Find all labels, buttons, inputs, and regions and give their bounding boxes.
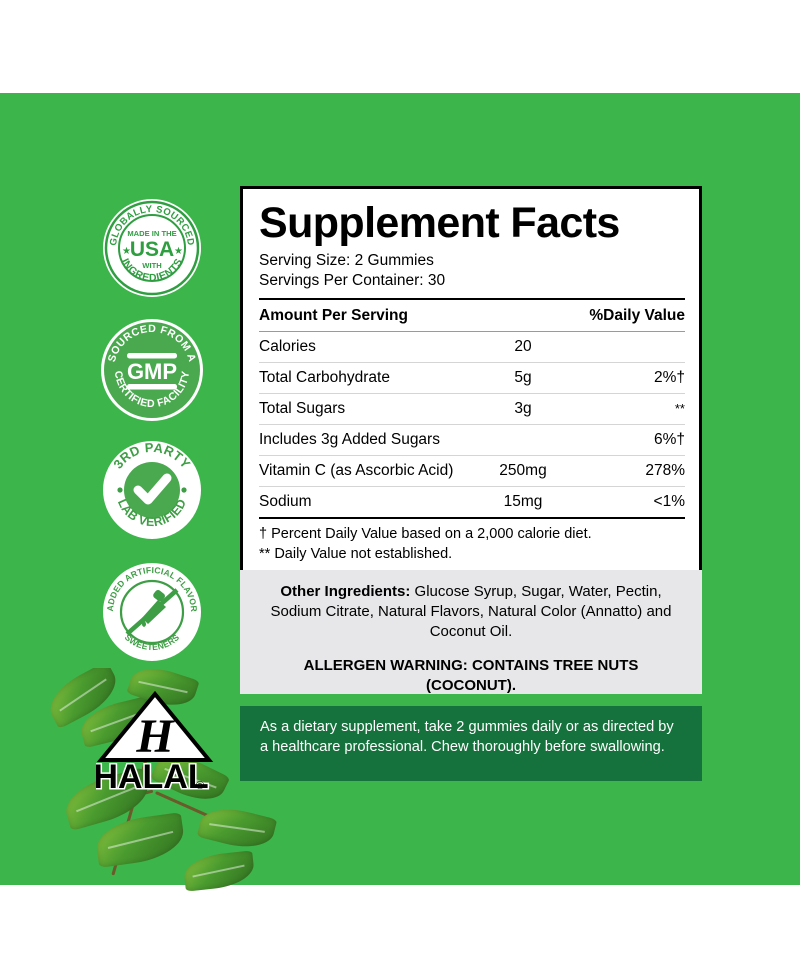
table-row: Total Sugars 3g ** (259, 393, 685, 426)
other-ingredients-text: Other Ingredients: Glucose Syrup, Sugar,… (258, 582, 684, 642)
badge-made-in-usa: GLOBALLY SOURCED INGREDIENTS ★ ★ MADE IN… (100, 196, 204, 300)
row-dv-vitamin-c: 278% (589, 455, 685, 488)
row-label-total-carbohydrate: Total Carbohydrate (259, 362, 457, 395)
table-row: Includes 3g Added Sugars 6%† (259, 424, 685, 457)
badge-halal: H HALAL ® (96, 690, 214, 794)
serving-size: Serving Size: 2 Gummies (259, 251, 434, 269)
badge-gmp-center: GMP (127, 359, 177, 384)
table-row: Vitamin C (as Ascorbic Acid) 250mg 278% (259, 455, 685, 488)
row-amount-sodium: 15mg (503, 493, 543, 511)
row-label-calories: Calories (259, 331, 457, 364)
header-daily-value: %Daily Value (589, 300, 685, 333)
row-label-added-sugars: Includes 3g Added Sugars (259, 424, 457, 457)
halal-h-symbol: H (135, 710, 175, 763)
row-amount-vitamin-c: 250mg (457, 455, 589, 488)
row-amount-total-sugars: 3g (457, 393, 589, 426)
row-dv-sodium: <1% (653, 493, 685, 511)
row-amount-added-sugars (457, 424, 589, 457)
supplement-facts-panel: Supplement Facts Serving Size: 2 Gummies… (240, 186, 702, 578)
directions-panel: As a dietary supplement, take 2 gummies … (240, 706, 702, 781)
row-dv-total-carbohydrate: 2%† (589, 362, 685, 395)
halal-registered-mark: ® (196, 780, 204, 792)
other-ingredients-list: Glucose Syrup, Sugar, Water, Pectin, Sod… (270, 583, 672, 641)
table-row: Calories 20 (259, 331, 685, 364)
row-label-vitamin-c: Vitamin C (as Ascorbic Acid) (259, 455, 457, 488)
badge-usa-line2: USA (130, 238, 174, 261)
footnote-not-established: ** Daily Value not established. (259, 546, 453, 563)
checkmark-icon (133, 473, 172, 505)
badge-usa-line1: MADE IN THE (127, 229, 176, 238)
row-dv-calories (589, 331, 685, 364)
star-left-icon: ★ (122, 246, 131, 257)
badge-usa-line3: WITH (142, 261, 161, 270)
divider-top (259, 298, 685, 301)
divider-footnotes (259, 517, 685, 520)
table-row: Sodium 15mg <1% (259, 487, 685, 518)
allergen-warning: ALLERGEN WARNING: CONTAINS TREE NUTS (CO… (303, 657, 639, 694)
halal-triangle-icon (96, 690, 214, 762)
row-amount-calories: 20 (457, 331, 589, 364)
prohibition-slash-icon (125, 588, 179, 636)
page-title: Supplement Facts (259, 199, 620, 247)
nutrition-table: Amount Per Serving %Daily Value Calories… (259, 300, 685, 517)
servings-per-container: Servings Per Container: 30 (259, 272, 446, 290)
footnote-daily-value: † Percent Daily Value based on a 2,000 c… (259, 526, 592, 543)
row-dv-total-sugars: ** (589, 393, 685, 426)
halal-label: HALAL (96, 758, 209, 794)
row-amount-total-carbohydrate: 5g (457, 362, 589, 395)
row-dv-added-sugars: 6%† (589, 424, 685, 457)
directions-text: As a dietary supplement, take 2 gummies … (260, 719, 674, 755)
table-header-row: Amount Per Serving %Daily Value (259, 300, 685, 333)
table-row: Total Carbohydrate 5g 2%† (259, 362, 685, 395)
badge-gmp-certified: SOURCED FROM A CERTIFIED FACILITY GMP (100, 318, 204, 422)
row-label-sodium: Sodium (259, 493, 312, 511)
header-amount-per-serving: Amount Per Serving (259, 300, 457, 333)
row-label-total-sugars: Total Sugars (259, 393, 457, 426)
other-ingredients-panel: Other Ingredients: Glucose Syrup, Sugar,… (240, 570, 702, 694)
star-right-icon: ★ (174, 246, 183, 257)
other-ingredients-label: Other Ingredients: (280, 583, 411, 600)
badge-third-party-lab-verified: 3RD PARTY LAB VERIFIED (100, 438, 204, 542)
